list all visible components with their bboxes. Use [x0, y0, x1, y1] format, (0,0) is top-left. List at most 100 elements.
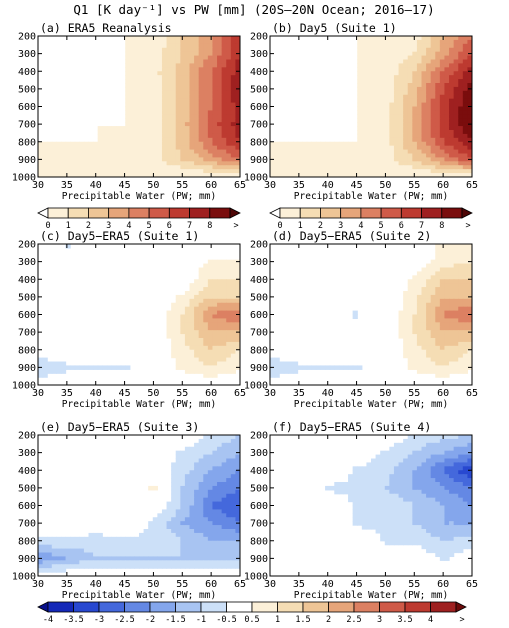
contour-cell: [56, 540, 62, 546]
contour-cell: [458, 291, 464, 296]
contour-cell: [180, 169, 186, 174]
contour-cell: [180, 90, 186, 96]
contour-cell: [217, 310, 223, 316]
contour-cell: [439, 474, 446, 479]
contour-cell: [102, 126, 108, 131]
contour-cell: [458, 102, 464, 108]
contour-cell: [180, 47, 186, 53]
contour-cell: [453, 529, 459, 534]
contour-cell: [184, 548, 191, 554]
contour-cell: [166, 501, 172, 507]
contour-cell: [120, 165, 126, 170]
contour-cell: [56, 149, 62, 155]
contour-cell: [371, 67, 377, 72]
contour-cell: [398, 126, 404, 131]
contour-cell: [439, 536, 446, 542]
contour-cell: [226, 326, 232, 331]
contour-cell: [357, 497, 363, 503]
contour-cell: [403, 110, 409, 115]
contour-cell: [357, 67, 363, 72]
contour-cell: [207, 513, 214, 518]
contour-cell: [430, 157, 436, 162]
contour-cell: [189, 287, 195, 292]
contour-cell: [453, 517, 459, 522]
contour-cell: [412, 322, 418, 327]
contour-cell: [203, 454, 209, 460]
contour-cell: [157, 540, 163, 546]
contour-cell: [403, 474, 409, 479]
contour-cell: [38, 369, 44, 374]
contour-cell: [180, 485, 186, 491]
contour-cell: [449, 153, 455, 159]
contour-cell: [467, 137, 472, 143]
contour-cell: [407, 157, 413, 162]
contour-cell: [407, 55, 413, 61]
contour-cell: [230, 314, 237, 320]
contour-cell: [152, 118, 158, 123]
contour-cell: [189, 47, 195, 53]
contour-cell: [111, 548, 117, 554]
contour-cell: [462, 306, 469, 312]
contour-cell: [439, 153, 446, 159]
contour-cell: [449, 544, 455, 550]
panel-d: (d) Day5−ERA5 (Suite 2)20030040050060070…: [244, 229, 478, 410]
contour-cell: [462, 517, 469, 522]
contour-cell: [407, 71, 413, 76]
x-tick-label: 45: [119, 579, 131, 590]
contour-cell: [221, 361, 227, 367]
contour-cell: [125, 94, 131, 100]
contour-cell: [361, 67, 368, 72]
contour-cell: [412, 517, 418, 522]
contour-cell: [403, 462, 409, 467]
contour-cell: [430, 334, 436, 339]
contour-cell: [421, 505, 427, 511]
contour-cell: [129, 118, 136, 123]
contour-cell: [357, 149, 363, 155]
contour-cell: [426, 345, 432, 351]
contour-cell: [361, 90, 368, 96]
contour-cell: [111, 560, 117, 565]
contour-cell: [189, 75, 195, 80]
contour-cell: [462, 102, 469, 108]
contour-cell: [398, 466, 404, 471]
contour-cell: [444, 79, 450, 84]
contour-cell: [416, 462, 423, 467]
contour-cell: [449, 291, 455, 296]
contour-cell: [226, 63, 232, 68]
contour-cell: [458, 345, 464, 351]
contour-cell: [217, 540, 223, 546]
contour-cell: [184, 517, 191, 522]
contour-cell: [375, 43, 381, 49]
contour-cell: [189, 59, 195, 65]
contour-cell: [235, 435, 240, 440]
contour-cell: [403, 141, 409, 147]
contour-cell: [458, 79, 464, 84]
contour-cell: [212, 90, 218, 96]
contour-cell: [175, 106, 181, 112]
contour-cell: [143, 55, 149, 61]
contour-cell: [42, 536, 48, 542]
contour-cell: [403, 338, 409, 343]
contour-cell: [217, 509, 223, 514]
contour-cell: [315, 153, 322, 159]
contour-cell: [226, 294, 232, 300]
contour-cell: [139, 86, 145, 92]
contour-cell: [371, 98, 377, 104]
contour-cell: [297, 365, 303, 370]
contour-cell: [467, 39, 472, 45]
contour-cell: [189, 517, 195, 522]
contour-cell: [458, 521, 464, 526]
contour-cell: [166, 141, 172, 147]
contour-cell: [352, 501, 358, 507]
contour-cell: [462, 466, 469, 471]
contour-cell: [51, 153, 57, 159]
contour-cell: [175, 478, 181, 483]
contour-cell: [184, 59, 191, 65]
contour-cell: [407, 353, 413, 359]
contour-cell: [403, 322, 409, 327]
contour-cell: [175, 71, 181, 76]
contour-cell: [134, 47, 140, 53]
contour-cell: [462, 275, 469, 280]
contour-cell: [366, 133, 372, 139]
contour-cell: [161, 118, 168, 123]
